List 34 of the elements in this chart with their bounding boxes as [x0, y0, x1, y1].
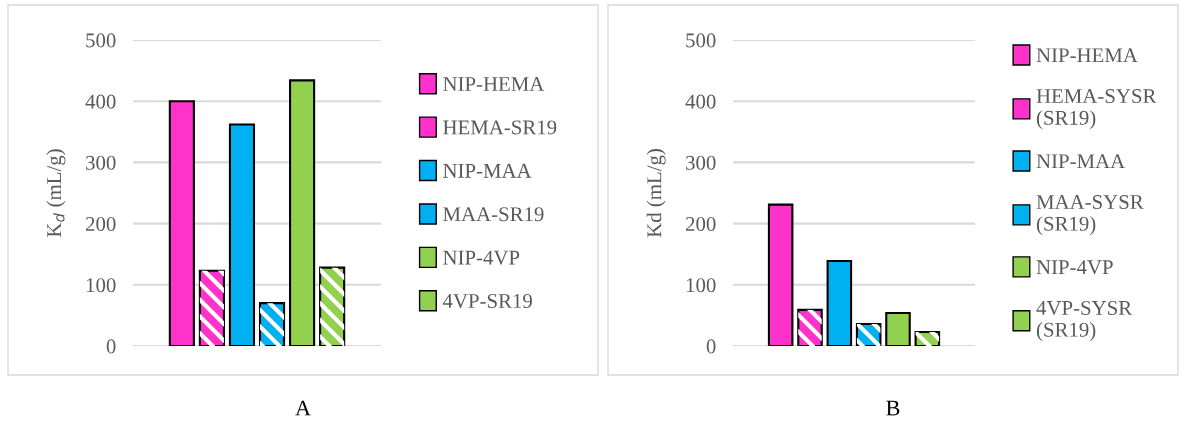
y-tick-label: 200 [86, 216, 116, 232]
bar [168, 100, 195, 346]
bar [885, 311, 911, 346]
y-tick-label: 0 [106, 339, 116, 354]
x-axis-title: A [295, 400, 311, 416]
x-axis-title: B [886, 400, 900, 416]
legend-label: HEMA-SYSR (SR19) [1036, 89, 1157, 130]
y-tick-label: 500 [686, 33, 716, 48]
legend-label: NIP-MAA [1036, 154, 1125, 169]
y-axis-title: Kd (mL/g) [646, 149, 666, 238]
legend-label: 4VP-SYSR (SR19) [1036, 300, 1133, 341]
y-tick-label: 500 [86, 33, 116, 48]
legend-label: MAA-SYSR (SR19) [1036, 195, 1144, 236]
legend-label: NIP-HEMA [443, 77, 545, 91]
legend-label: NIP-HEMA [1036, 48, 1138, 63]
legend-label: HEMA-SR19 [443, 120, 557, 135]
y-tick-label: 400 [685, 94, 716, 109]
y-axis-title: K$_{d}$ (mL/g) [46, 149, 66, 238]
legend-label: 4VP-SR19 [442, 294, 532, 309]
y-tick-label: 300 [86, 155, 116, 170]
y-tick-label: 100 [686, 278, 716, 293]
legend-label: NIP-MAA [443, 163, 532, 178]
legend-label: NIP-4VP [443, 250, 520, 265]
bar [826, 259, 853, 346]
y-tick-label: 0 [706, 339, 716, 354]
legend-label: NIP-4VP [1036, 260, 1113, 275]
y-tick-label: 400 [85, 94, 116, 109]
y-tick-label: 100 [86, 278, 116, 293]
bar [767, 203, 794, 346]
y-tick-label: 300 [686, 155, 716, 170]
legend-label: MAA-SR19 [443, 207, 544, 222]
bar [289, 79, 316, 346]
y-tick-label: 200 [686, 216, 716, 232]
bar [228, 123, 256, 346]
